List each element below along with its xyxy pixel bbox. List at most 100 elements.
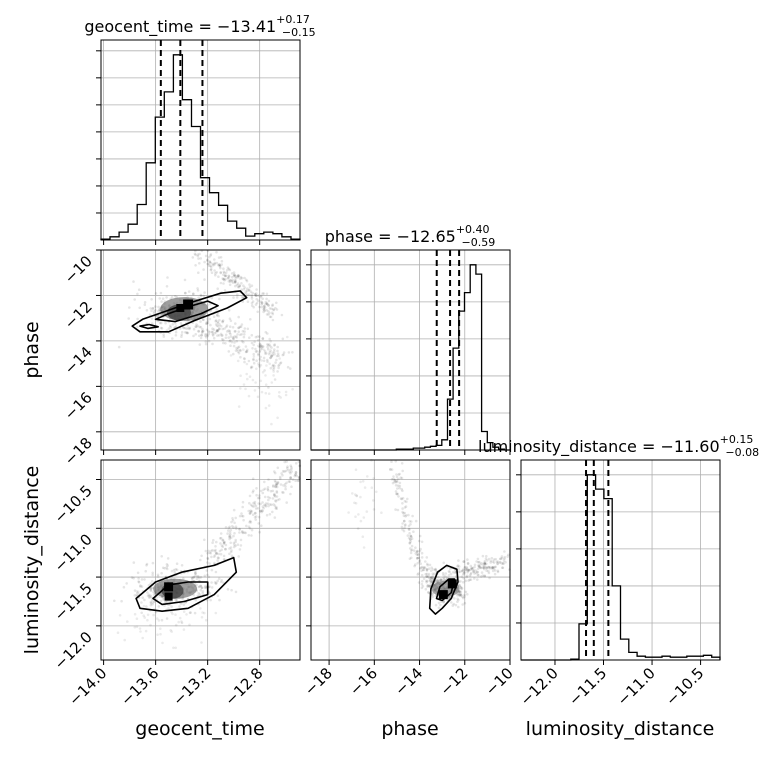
sample-point <box>215 261 219 265</box>
sample-point <box>140 585 144 588</box>
sample-point <box>185 327 188 331</box>
sample-point <box>236 275 239 278</box>
sample-point <box>266 495 270 499</box>
sample-point <box>431 577 435 581</box>
sample-point <box>175 562 179 565</box>
sample-point <box>264 330 268 334</box>
sample-point <box>209 254 212 257</box>
sample-point <box>227 308 231 312</box>
sample-point <box>468 578 472 582</box>
sample-point <box>137 580 141 584</box>
sample-point <box>239 544 243 547</box>
sample-point <box>180 335 183 339</box>
sample-point <box>151 601 155 604</box>
sample-point <box>456 600 459 603</box>
sample-point <box>218 263 221 266</box>
sample-point <box>199 575 203 579</box>
sample-point <box>449 567 452 571</box>
sample-point <box>473 577 476 580</box>
sample-point <box>436 579 440 582</box>
sample-point <box>430 576 433 579</box>
sample-point <box>263 480 266 484</box>
sample-point <box>222 270 226 274</box>
sample-point <box>239 277 242 281</box>
sample-point <box>262 356 266 360</box>
sample-point <box>206 552 209 555</box>
sample-point <box>266 345 269 349</box>
sample-point <box>174 598 177 602</box>
sample-point <box>199 325 203 329</box>
sample-point <box>260 305 264 309</box>
sample-point <box>217 556 220 560</box>
sample-point <box>420 582 424 586</box>
sample-point <box>268 503 272 506</box>
contour-line <box>135 556 238 612</box>
sample-point <box>423 566 427 569</box>
sample-point <box>263 487 267 491</box>
sample-point <box>214 611 218 615</box>
sample-point <box>232 526 235 529</box>
contour-line <box>152 581 209 606</box>
sample-point <box>247 359 251 363</box>
sample-point <box>400 462 404 465</box>
sample-point <box>460 569 464 573</box>
sample-point <box>135 625 139 629</box>
sample-point <box>212 538 215 542</box>
sample-point <box>425 568 429 571</box>
sample-point <box>206 556 209 560</box>
sample-point <box>237 555 240 558</box>
sample-point <box>150 298 153 301</box>
sample-point <box>273 364 276 368</box>
sample-point <box>260 347 264 351</box>
sample-point <box>218 327 221 331</box>
x-tick-label: −11.5 <box>565 664 610 709</box>
sample-point <box>237 326 240 330</box>
sample-point <box>276 416 279 420</box>
sample-point <box>257 522 261 525</box>
sample-point <box>224 336 228 340</box>
sample-point <box>235 336 238 339</box>
sample-point <box>268 496 272 500</box>
sample-point <box>202 294 205 298</box>
x-tick-label: −13.6 <box>117 664 162 709</box>
sample-point <box>428 584 432 588</box>
sample-point <box>217 552 221 556</box>
sample-point <box>251 491 255 494</box>
sample-point <box>116 631 120 634</box>
sample-point <box>286 468 290 472</box>
sample-point <box>209 323 212 327</box>
sample-point <box>462 580 465 584</box>
sample-point <box>439 578 443 581</box>
density-peak <box>447 579 457 589</box>
sample-point <box>271 485 275 488</box>
sample-point <box>265 302 269 306</box>
sample-point <box>247 293 251 296</box>
sample-point <box>499 557 503 560</box>
sample-point <box>246 300 250 304</box>
sample-point <box>475 560 478 563</box>
sample-point <box>236 348 239 351</box>
sample-point <box>149 594 152 597</box>
sample-point <box>354 515 357 518</box>
sample-point <box>166 276 169 279</box>
sample-point <box>230 520 233 524</box>
sample-point <box>260 301 264 304</box>
sample-point <box>273 495 277 498</box>
sample-point <box>467 579 470 582</box>
sample-point <box>143 598 146 602</box>
sample-point <box>496 562 500 566</box>
sample-point <box>214 582 218 585</box>
sample-point <box>216 556 220 559</box>
sample-point <box>409 540 412 543</box>
sample-point <box>272 503 275 506</box>
sample-point <box>206 258 209 262</box>
sample-point <box>466 569 470 573</box>
sample-point <box>226 276 230 280</box>
sample-point <box>240 340 244 343</box>
sample-point <box>208 260 211 264</box>
sample-point <box>233 330 237 333</box>
sample-point <box>459 592 463 596</box>
sample-point <box>261 370 265 374</box>
sample-point <box>151 573 154 577</box>
